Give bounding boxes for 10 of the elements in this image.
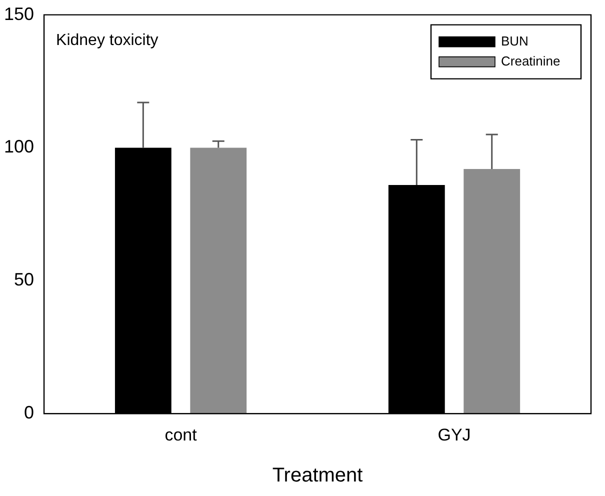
y-tick-label: 0 [24, 402, 34, 423]
x-tick-label: cont [164, 425, 198, 444]
y-tick-label: 50 [14, 270, 34, 290]
legend-label: Creatinine [501, 53, 560, 68]
x-tick-label: GYJ [438, 425, 471, 444]
y-tick-label: 100 [4, 136, 34, 157]
legend-label: BUN [501, 33, 528, 48]
text: Kidney toxicity [56, 32, 158, 50]
x-axis-title: Treatment [272, 464, 364, 487]
y-tick-label: 150 [4, 4, 34, 24]
